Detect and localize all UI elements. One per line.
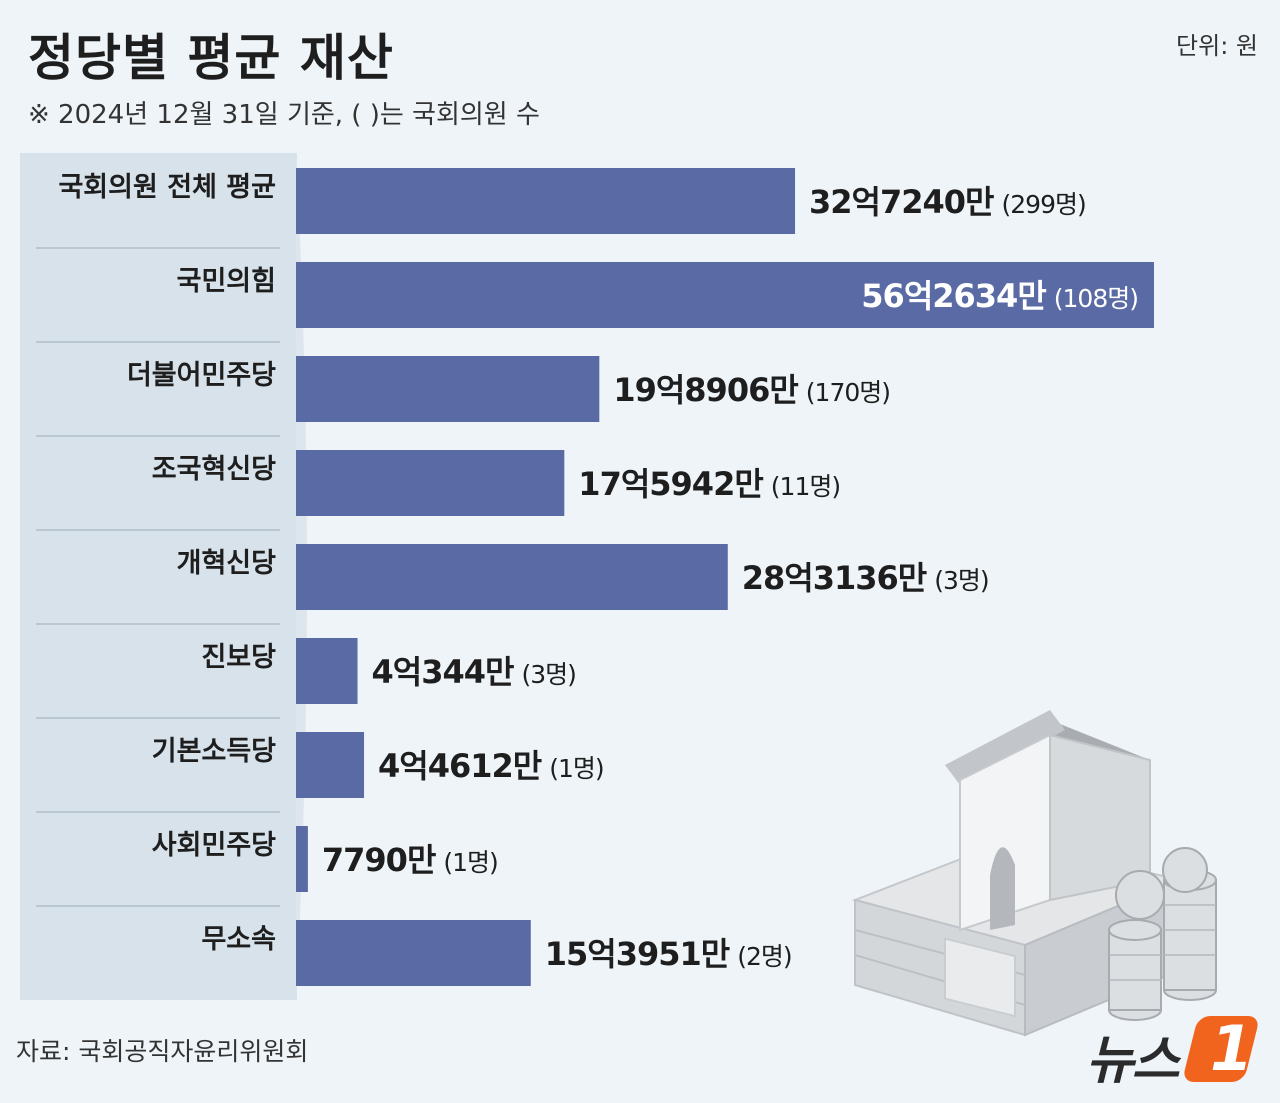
value-label: 4억4612만 (1명) [378,747,604,785]
member-count: (3명) [521,660,575,689]
value-label: 32억7240만 (299명) [809,183,1086,221]
value-amount: 17억5942만 [578,465,763,503]
value-label: 56억2634만 (108명) [861,277,1138,315]
logo-text: 뉴스 [1086,1031,1180,1091]
member-count: (1명) [549,754,603,783]
category-label: 더불어민주당 [127,360,276,391]
value-label: 17억5942만 (11명) [578,465,840,503]
value-label: 7790만 (1명) [322,841,498,879]
value-amount: 7790만 [322,841,436,879]
bar [296,826,308,892]
bar [296,168,796,234]
value-amount: 4억4612만 [378,747,542,785]
value-label: 15억3951만 (2명) [545,935,792,973]
category-label: 국민의힘 [177,266,276,297]
bar [296,544,728,610]
category-label: 조국혁신당 [152,454,276,485]
logo-number: 1 [1210,1012,1254,1085]
member-count: (299명) [1002,190,1086,219]
value-label: 19억8906만 (170명) [613,371,890,409]
unit-label: 단위: 원 [1176,32,1258,60]
news1-logo: 뉴스 1 [1086,1010,1266,1091]
member-count: (3명) [934,566,988,595]
category-label: 진보당 [201,642,276,673]
bar [296,920,531,986]
bar [296,732,365,798]
chart-note: ※ 2024년 12월 31일 기준, ( )는 국회의원 수 [28,100,540,130]
bar [296,262,1154,328]
value-amount: 15억3951만 [545,935,730,973]
value-amount: 19억8906만 [613,371,798,409]
category-label: 개혁신당 [177,548,277,579]
member-count: (2명) [737,942,791,971]
category-label: 국회의원 전체 평균 [58,172,276,203]
category-label: 사회민주당 [152,830,276,861]
source-note: 자료: 국회공직자윤리위원회 [16,1037,309,1066]
value-amount: 4억344만 [372,653,515,691]
value-amount: 32억7240만 [809,183,994,221]
value-amount: 28억3136만 [742,559,927,597]
category-label-panel [20,153,297,1000]
house-money-illustration [851,710,1217,1037]
member-count: (108명) [1054,284,1138,313]
chart-title: 정당별 평균 재산 [28,29,394,87]
category-label: 무소속 [201,924,276,955]
value-label: 4억344만 (3명) [372,653,576,691]
value-amount: 56억2634만 [861,277,1046,315]
bar [296,450,565,516]
member-count: (170명) [806,378,890,407]
value-label: 28억3136만 (3명) [742,559,989,597]
member-count: (11명) [771,472,840,501]
bar [296,356,600,422]
member-count: (1명) [443,848,497,877]
category-label: 기본소득당 [152,736,276,767]
bar [296,638,358,704]
